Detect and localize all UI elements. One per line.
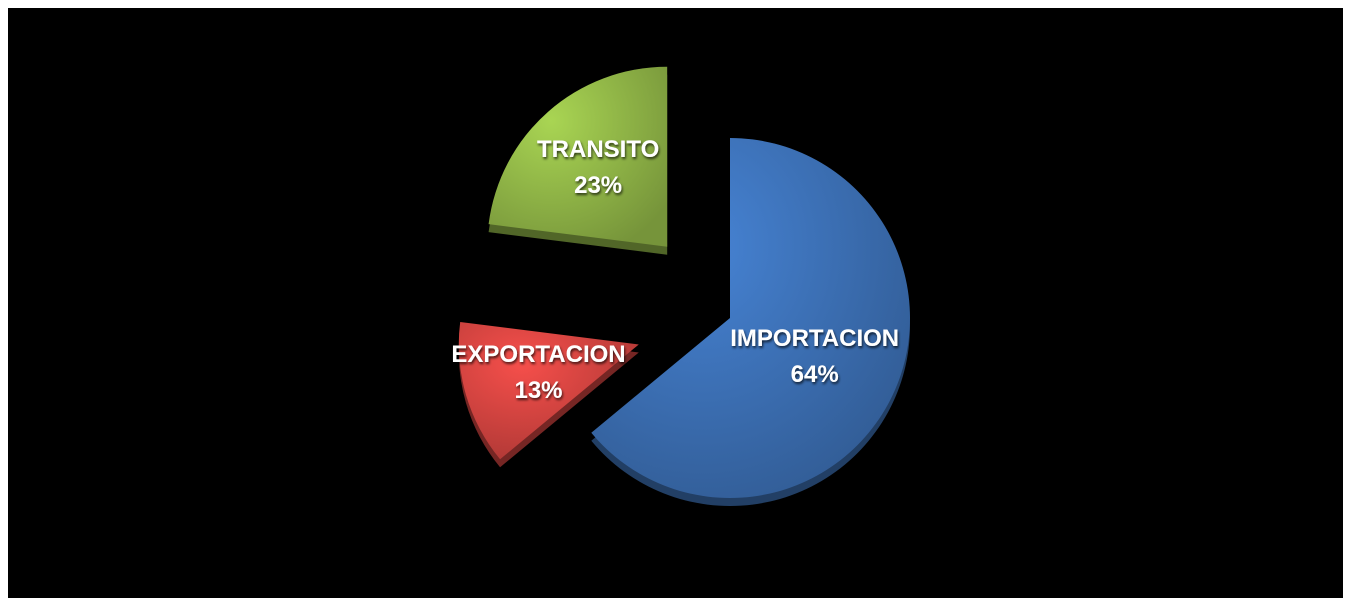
slice (591, 138, 910, 498)
slice-value-label: 23% (574, 172, 622, 199)
slice-category-label: IMPORTACION (730, 325, 899, 352)
slice-category-label: TRANSITO (537, 136, 659, 163)
slice-value-label: 64% (791, 361, 839, 388)
slice-category-label: EXPORTACION (451, 341, 625, 368)
slice-value-label: 13% (514, 377, 562, 404)
slice (458, 321, 639, 460)
slice (488, 66, 668, 247)
plot-background (8, 8, 1343, 598)
